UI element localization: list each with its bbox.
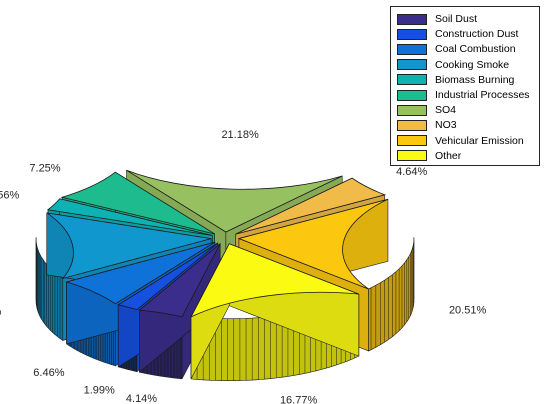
legend-label: Coal Combustion: [435, 43, 516, 56]
legend-swatch: [397, 13, 427, 25]
legend-swatch: [397, 150, 427, 162]
legend-swatch: [397, 89, 427, 101]
slice-percent-label: 14.49%: [0, 306, 2, 318]
legend: Soil Dust Construction Dust Coal Combustio…: [390, 6, 540, 166]
legend-swatch: [397, 28, 427, 40]
legend-label: Vehicular Emission: [435, 134, 524, 147]
legend-item: Biomass Burning: [397, 73, 514, 87]
legend-label: SO4: [435, 104, 457, 117]
slice-percent-label: 7.25%: [29, 163, 60, 175]
pie-slice-biomass-burning: [46, 198, 213, 236]
legend-swatch: [397, 119, 427, 131]
legend-label: NO3: [435, 119, 457, 132]
legend-item: Soil Dust: [397, 12, 477, 26]
legend-swatch: [397, 74, 427, 86]
legend-label: Industrial Processes: [435, 89, 530, 101]
legend-label: Biomass Burning: [435, 73, 515, 86]
slice-percent-label: 4.14%: [126, 393, 157, 404]
legend-item: Vehicular Emission: [397, 134, 524, 148]
legend-item: Other: [397, 149, 461, 163]
slice-percent-label: 6.46%: [33, 367, 64, 379]
legend-item: Coal Combustion: [397, 42, 516, 56]
pie-slice-vehicular-emission: [237, 198, 389, 290]
legend-item: NO3: [397, 118, 457, 132]
slice-percent-label: 4.64%: [396, 166, 427, 178]
legend-swatch: [397, 59, 427, 71]
slice-percent-label: 2.56%: [0, 189, 20, 201]
slice-percent-label: 16.77%: [280, 395, 318, 404]
legend-item: Construction Dust: [397, 27, 518, 41]
pie-slice-industrial-processes: [60, 171, 215, 235]
legend-swatch: [397, 135, 427, 147]
legend-label: Soil Dust: [435, 13, 478, 25]
slice-percent-label: 20.51%: [449, 305, 487, 317]
legend-swatch: [397, 43, 427, 55]
pie-slice-cooking-smoke: [46, 212, 212, 280]
pie-slice-construction-dust: [117, 242, 219, 311]
legend-label: Other: [435, 149, 462, 162]
slice-percent-label: 1.99%: [84, 384, 115, 396]
pie-slice-so4: [126, 169, 343, 233]
legend-item: SO4: [397, 103, 456, 117]
pie-slice-soil-dust: [138, 243, 221, 318]
legend-label: Construction Dust: [435, 28, 519, 41]
legend-item: Industrial Processes: [397, 88, 530, 102]
legend-label: Cooking Smoke: [435, 58, 510, 71]
legend-swatch: [397, 104, 427, 116]
pie-slice-no3: [235, 177, 387, 235]
pie-slice-coal-combustion: [65, 241, 216, 305]
legend-item: Cooking Smoke: [397, 58, 509, 72]
slice-percent-label: 21.18%: [221, 129, 259, 141]
pie-slice-other: [190, 243, 359, 318]
